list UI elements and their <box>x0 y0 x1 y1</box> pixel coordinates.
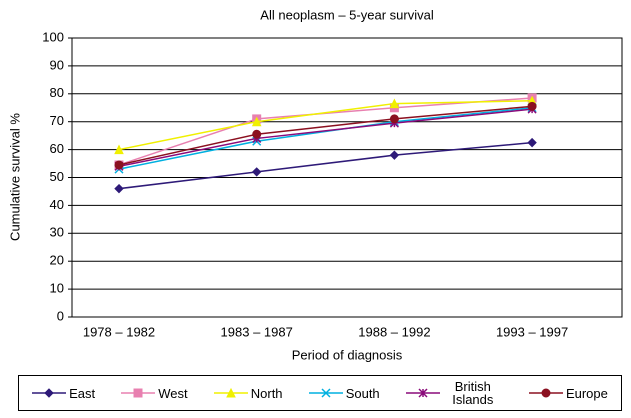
x-axis-label: Period of diagnosis <box>292 347 403 362</box>
y-tick-label: 100 <box>42 29 64 44</box>
legend-item: British Islands <box>405 379 503 407</box>
marker <box>527 101 537 111</box>
marker <box>389 98 400 109</box>
chart: All neoplasm – 5-year survival Period of… <box>7 7 623 362</box>
legend-item: South <box>308 385 380 401</box>
y-tick-label: 20 <box>50 253 64 268</box>
legend-label: East <box>69 385 96 401</box>
legend-label: Europe <box>565 385 608 401</box>
series-line <box>118 105 533 166</box>
x-tick-label: 1983 – 1987 <box>221 324 293 339</box>
legend-label: West <box>158 385 188 401</box>
marker <box>389 114 399 124</box>
marker <box>114 160 124 170</box>
y-tick-label: 60 <box>50 141 64 156</box>
legend-swatch <box>121 388 156 398</box>
legend: East West North South British Islands Europe <box>18 375 622 411</box>
chart-title: All neoplasm – 5-year survival <box>260 7 434 22</box>
y-tick-label: 10 <box>50 281 64 296</box>
marker <box>418 388 428 398</box>
series-line <box>118 141 533 190</box>
marker <box>251 167 262 177</box>
marker <box>527 137 537 148</box>
marker <box>133 388 143 398</box>
series-line <box>118 108 533 168</box>
marker <box>252 129 262 139</box>
legend-label: South <box>345 385 380 401</box>
legend-item: North <box>213 385 283 401</box>
legend-item: East <box>32 387 95 400</box>
marker <box>44 388 54 398</box>
y-tick-label: 50 <box>50 169 64 184</box>
y-tick-label: 40 <box>50 197 64 212</box>
series-line <box>118 107 533 170</box>
marker <box>114 144 124 155</box>
marker <box>321 388 331 398</box>
marker <box>389 150 400 160</box>
x-tick-label: 1988 – 1992 <box>358 324 430 339</box>
marker <box>541 388 551 398</box>
legend-label: British Islands <box>452 379 494 407</box>
marker <box>114 183 124 194</box>
marker <box>251 116 262 127</box>
y-tick-label: 80 <box>50 85 64 100</box>
marker <box>225 387 236 398</box>
y-tick-label: 30 <box>50 225 64 240</box>
plot-border <box>71 37 623 318</box>
series-line <box>118 100 533 151</box>
legend-swatch <box>528 388 563 398</box>
legend-label: North <box>250 385 283 401</box>
legend-swatch <box>213 387 248 398</box>
x-tick-label: 1978 – 1982 <box>83 324 155 339</box>
legend-swatch <box>308 388 343 398</box>
legend-swatch <box>405 388 440 398</box>
y-tick-label: 70 <box>50 113 64 128</box>
legend-item: Europe <box>528 385 608 401</box>
legend-item: West <box>121 385 188 401</box>
y-axis-label: Cumulative survival % <box>7 113 22 241</box>
legend-swatch <box>32 388 67 398</box>
y-tick-label: 90 <box>50 57 64 72</box>
x-tick-label: 1993 – 1997 <box>496 324 568 339</box>
y-tick-label: 0 <box>57 308 64 323</box>
